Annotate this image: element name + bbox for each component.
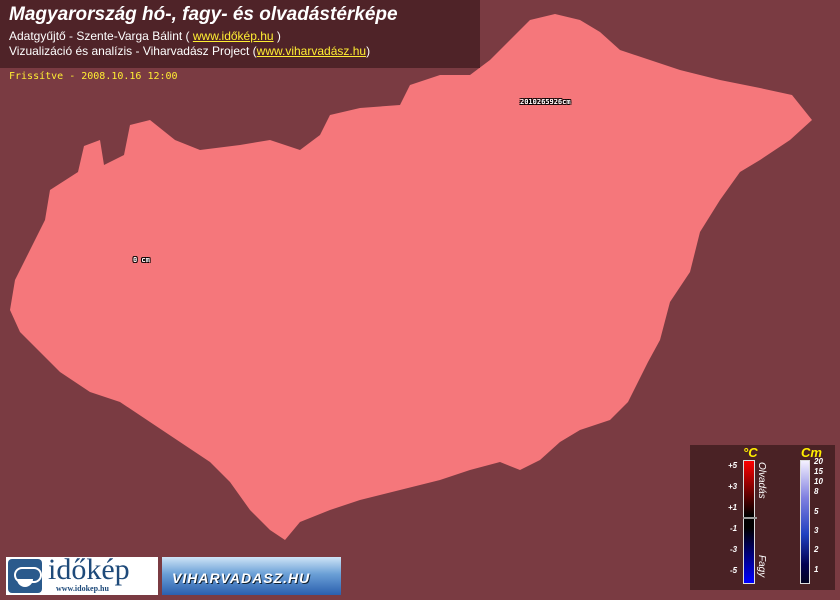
temperature-scale — [743, 460, 755, 584]
idokep-logo[interactable]: időkép www.idokep.hu — [6, 553, 158, 595]
snow-tick: 20 — [814, 457, 823, 466]
credits-text: Adatgyűjtő - Szente-Varga Bálint ( — [9, 29, 193, 43]
viharvadasz-link[interactable]: www.viharvadász.hu — [256, 44, 367, 58]
station-label: 0 cm — [133, 256, 150, 264]
credits-end: ) — [366, 44, 371, 58]
snow-scale — [800, 460, 810, 584]
snow-tick: 5 — [814, 507, 819, 516]
melt-label: Olvadás — [756, 462, 767, 499]
frost-label: Fagy — [756, 555, 767, 578]
cloud-sun-icon — [8, 559, 42, 593]
idokep-logo-url: www.idokep.hu — [56, 584, 109, 593]
temp-tick: +5 — [728, 461, 738, 470]
updated-timestamp: Frissítve - 2008.10.16 12:00 — [9, 71, 178, 82]
snow-tick: 15 — [814, 467, 823, 476]
viharvadasz-logo[interactable]: VIHARVADASZ.HU — [162, 557, 341, 595]
snow-tick: 2 — [814, 545, 819, 554]
snow-unit: Cm — [801, 445, 822, 460]
credits-text: Vizualizáció és analízis - Viharvadász P… — [9, 44, 257, 58]
snow-tick: 10 — [814, 477, 823, 486]
viharvadasz-logo-text: VIHARVADASZ.HU — [172, 570, 311, 586]
page-title: Magyarország hó-, fagy- és olvadástérkép… — [9, 4, 398, 25]
credits-visualization: Vizualizáció és analízis - Viharvadász P… — [9, 44, 370, 58]
hungary-region — [10, 14, 812, 540]
credits-data-collector: Adatgyűjtő - Szente-Varga Bálint ( www.i… — [9, 29, 281, 43]
snow-tick: 3 — [814, 526, 819, 535]
temp-tick: -5 — [730, 566, 738, 575]
snow-tick: 1 — [814, 565, 819, 574]
credits-end: ) — [273, 29, 281, 43]
station-label: 2010265926cm — [520, 98, 571, 106]
temp-tick: +3 — [728, 482, 738, 491]
temp-tick: -1 — [730, 524, 738, 533]
idokep-logo-text: időkép — [48, 553, 130, 586]
header-panel: Magyarország hó-, fagy- és olvadástérkép… — [0, 0, 480, 68]
temp-unit: °C — [743, 445, 758, 460]
idokep-link[interactable]: www.időkép.hu — [192, 29, 274, 43]
temp-tick: +1 — [728, 503, 738, 512]
legend: °C +5 +3 +1 -1 -3 -5 Olvadás Fagy Cm 20 … — [690, 445, 835, 590]
temp-tick: -3 — [730, 545, 738, 554]
snow-tick: 8 — [814, 487, 819, 496]
zero-marker — [743, 517, 757, 519]
